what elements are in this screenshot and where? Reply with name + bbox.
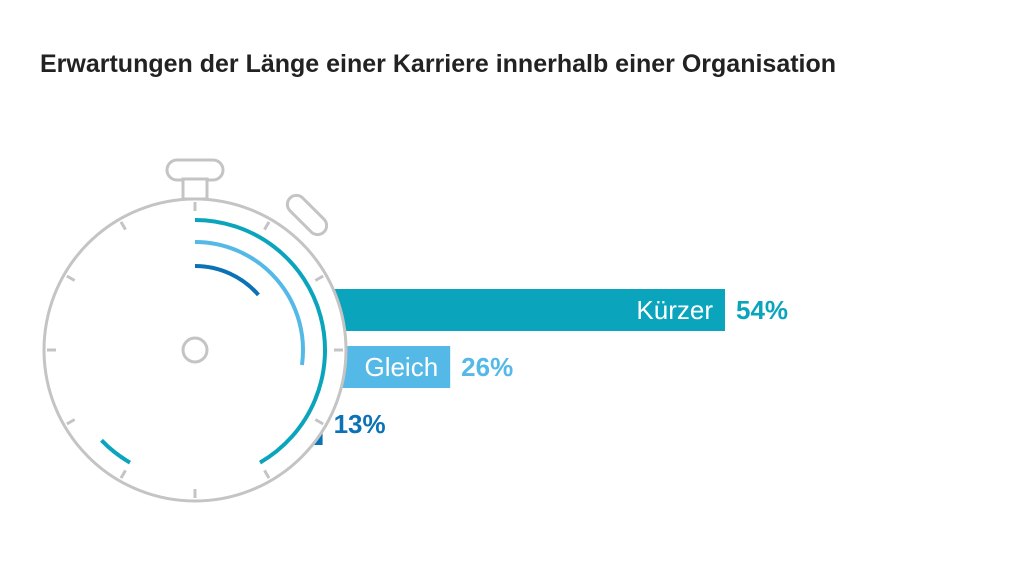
stopwatch-icon bbox=[42, 158, 348, 503]
value-label-1: 26% bbox=[461, 352, 513, 382]
value-label-0: 54% bbox=[736, 295, 788, 325]
chart-title: Erwartungen der Länge einer Karriere inn… bbox=[40, 50, 837, 78]
value-label-2: 13% bbox=[334, 409, 386, 439]
category-label-1: Gleich bbox=[364, 352, 438, 382]
category-label-0: Kürzer bbox=[636, 295, 713, 325]
